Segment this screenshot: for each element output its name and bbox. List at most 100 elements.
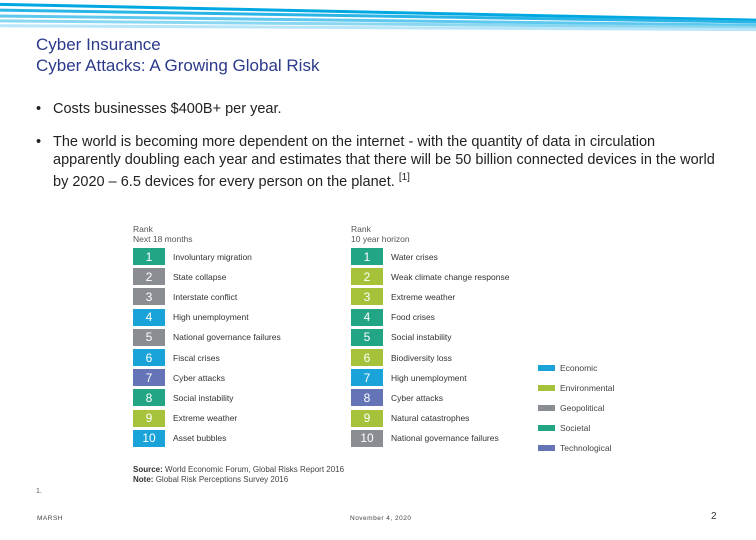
risk-label: Biodiversity loss — [391, 352, 452, 363]
risk-row: 7 High unemployment — [351, 369, 467, 387]
risk-row: 6 Fiscal crises — [133, 349, 220, 366]
rank-number: 3 — [133, 288, 165, 306]
rank-number: 1 — [351, 248, 383, 265]
bullet-text: The world is becoming more dependent on … — [53, 134, 715, 190]
risk-label: Social instability — [391, 332, 452, 343]
risk-label: Water crises — [391, 251, 438, 262]
risk-row: 3 Interstate conflict — [133, 288, 238, 306]
legend-swatch — [538, 365, 555, 371]
risk-row: 1 Involuntary migration — [133, 248, 252, 265]
risk-row: 7 Cyber attacks — [133, 369, 225, 387]
risk-label: Cyber attacks — [173, 372, 225, 383]
risk-row: 8 Cyber attacks — [351, 389, 443, 407]
bullet-dot: • — [36, 101, 42, 117]
rank-number: 10 — [351, 429, 383, 447]
rank-number: 8 — [351, 389, 383, 407]
legend-label: Environmental — [560, 383, 615, 393]
legend-swatch — [538, 445, 555, 451]
rank-number: 4 — [351, 308, 383, 326]
rank-number: 4 — [133, 308, 165, 326]
risk-row: 5 Social instability — [351, 328, 452, 346]
rank-number: 2 — [133, 268, 165, 286]
legend-item: Technological — [538, 442, 612, 454]
source-label: Source: — [133, 465, 163, 474]
risk-row: 9 Natural catastrophes — [351, 409, 470, 427]
rank-number: 5 — [133, 328, 165, 346]
legend-label: Societal — [560, 423, 591, 433]
legend-item: Geopolitical — [538, 402, 604, 414]
rank-number: 6 — [133, 349, 165, 366]
risk-row: 10 Asset bubbles — [133, 429, 227, 447]
risk-label: High unemployment — [173, 312, 249, 323]
legend-swatch — [538, 385, 555, 391]
legend-swatch — [538, 425, 555, 431]
risk-row: 10 National governance failures — [351, 429, 499, 447]
left-header-rank: Rank — [133, 224, 153, 234]
risk-label: Social instability — [173, 392, 234, 403]
risk-label: State collapse — [173, 271, 227, 282]
bullet-internet: • The world is becoming more dependent o… — [36, 133, 716, 191]
legend-swatch — [538, 405, 555, 411]
company-name: MARSH — [37, 515, 63, 522]
risk-label: High unemployment — [391, 372, 467, 383]
rank-number: 9 — [351, 409, 383, 427]
footnote-ref[interactable]: [1] — [398, 172, 410, 183]
left-column-header: Rank Next 18 months — [133, 224, 193, 244]
risk-row: 5 National governance failures — [133, 328, 281, 346]
risk-label: Cyber attacks — [391, 392, 443, 403]
rank-number: 5 — [351, 328, 383, 346]
risk-row: 1 Water crises — [351, 248, 438, 265]
rank-number: 9 — [133, 409, 165, 427]
page-number: 2 — [711, 511, 717, 522]
risk-label: Asset bubbles — [173, 433, 227, 444]
note-label: Note: — [133, 475, 154, 484]
risk-row: 4 Food crises — [351, 308, 435, 326]
header-band — [0, 0, 756, 34]
footnote-marker: 1. — [36, 488, 42, 495]
footer-date: November 4, 2020 — [350, 515, 412, 522]
rank-number: 7 — [351, 369, 383, 387]
risk-row: 2 State collapse — [133, 268, 227, 286]
rank-number: 1 — [133, 248, 165, 265]
legend-label: Geopolitical — [560, 403, 605, 413]
legend-label: Technological — [560, 443, 612, 453]
risk-row: 9 Extreme weather — [133, 409, 238, 427]
risk-label: Food crises — [391, 312, 435, 323]
risk-row: 6 Biodiversity loss — [351, 349, 452, 366]
rank-number: 10 — [133, 429, 165, 447]
global-risks-figure: Rank Next 18 months Rank 10 year horizon… — [133, 224, 623, 490]
risk-label: Interstate conflict — [173, 291, 238, 302]
rank-number: 6 — [351, 349, 383, 366]
risk-label: Natural catastrophes — [391, 413, 470, 424]
slide-subtitle: Cyber Attacks: A Growing Global Risk — [36, 56, 320, 75]
bullet-dot: • — [36, 134, 42, 150]
legend-label: Economic — [560, 363, 598, 373]
risk-row: 8 Social instability — [133, 389, 234, 407]
risk-label: National governance failures — [391, 433, 499, 444]
rank-number: 8 — [133, 389, 165, 407]
risk-label: Extreme weather — [391, 291, 456, 302]
rank-number: 7 — [133, 369, 165, 387]
risk-row: 2 Weak climate change response — [351, 268, 510, 286]
legend-item: Economic — [538, 362, 597, 374]
rank-number: 3 — [351, 288, 383, 306]
figure-source: Source: World Economic Forum, Global Ris… — [133, 465, 344, 485]
risk-label: Extreme weather — [173, 413, 238, 424]
risk-label: National governance failures — [173, 332, 281, 343]
rank-number: 2 — [351, 268, 383, 286]
legend-item: Societal — [538, 422, 590, 434]
bullet-costs: • Costs businesses $400B+ per year. — [36, 100, 716, 118]
risk-row: 4 High unemployment — [133, 308, 249, 326]
risk-label: Weak climate change response — [391, 271, 510, 282]
right-header-horizon: 10 year horizon — [351, 234, 410, 244]
note-text: Global Risk Perceptions Survey 2016 — [155, 475, 289, 484]
right-header-rank: Rank — [351, 224, 371, 234]
source-text: World Economic Forum, Global Risks Repor… — [165, 465, 345, 474]
risk-row: 3 Extreme weather — [351, 288, 456, 306]
risk-label: Involuntary migration — [173, 251, 252, 262]
slide-title: Cyber Insurance — [36, 35, 161, 54]
risk-label: Fiscal crises — [173, 352, 220, 363]
legend-item: Environmental — [538, 382, 614, 394]
bullet-text: Costs businesses $400B+ per year. — [53, 101, 282, 117]
left-header-horizon: Next 18 months — [133, 234, 193, 244]
